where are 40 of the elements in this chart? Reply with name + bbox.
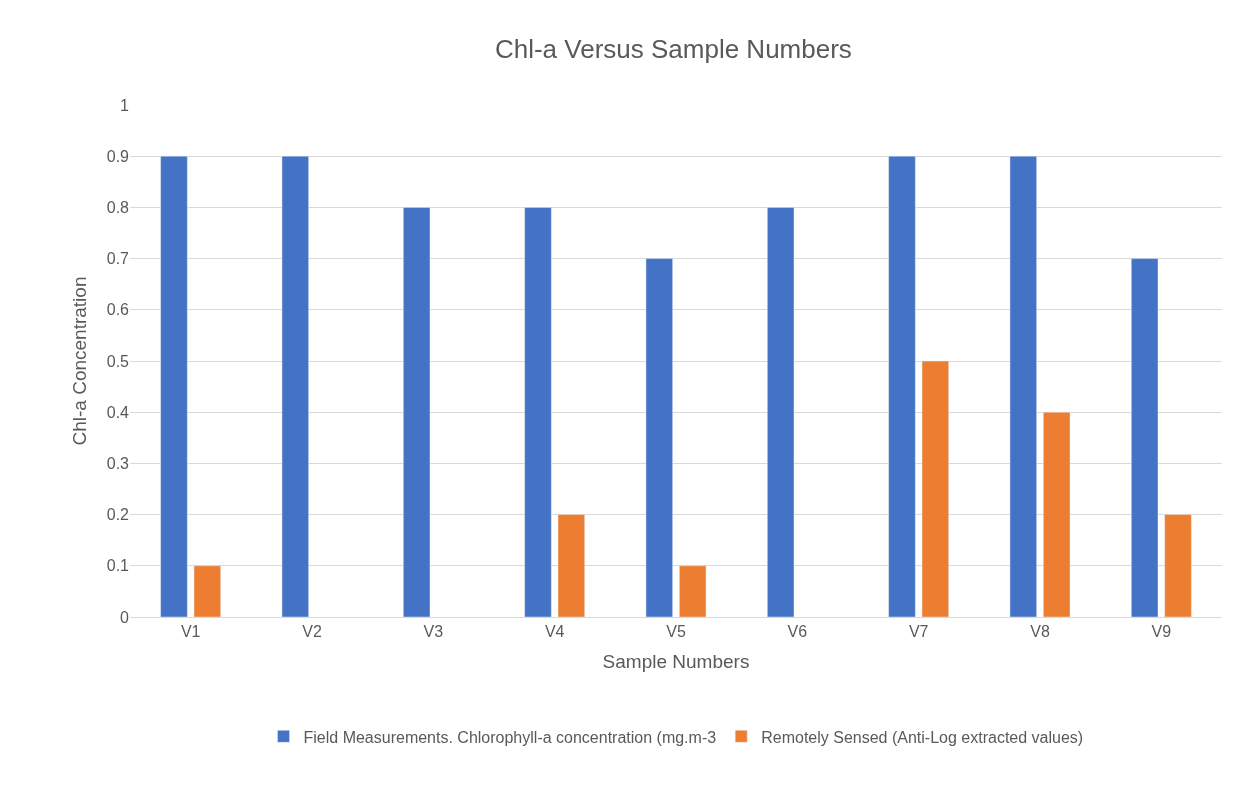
x-tick-label: V7 [908,623,929,641]
bar [524,207,552,617]
bar [1131,258,1159,617]
bar [888,155,916,617]
x-tick-label: V4 [544,623,565,641]
bar [193,565,221,617]
y-tick-label: 1 [120,96,130,114]
bar [557,514,585,617]
x-tick-label: V5 [666,623,686,641]
bar [645,258,673,617]
y-tick-label: 0.3 [106,455,130,472]
bar [281,155,309,617]
y-tick-label: 0.2 [106,506,130,524]
bar [921,360,949,617]
y-tick-label: 0.6 [106,301,130,319]
bar [403,207,431,617]
y-tick-label: 0.8 [106,199,130,216]
x-tick-label: V6 [787,623,808,641]
y-tick-label: 0.1 [106,557,130,575]
y-tick-label: 0.9 [106,147,130,165]
x-tick-label: V9 [1151,623,1172,641]
x-axis-title: Sample Numbers [602,651,750,672]
bar [160,155,188,617]
bar [679,565,707,617]
y-tick-label: 0.7 [106,250,130,268]
x-tick-label: V3 [423,623,444,641]
y-tick-label: 0.5 [106,352,130,370]
x-tick-label: V8 [1030,623,1050,641]
legend-label: Remotely Sensed (Anti-Log extracted values) [761,728,1084,746]
bar [767,207,795,617]
legend-label: Field Measurements. Chlorophyll-a concentration (mg.m-3 [303,728,717,746]
x-tick-label: V1 [180,623,201,641]
bar [1164,514,1192,617]
chart-title: Chl-a Versus Sample Numbers [494,33,852,64]
y-axis-title: Chl-a Concentration [68,276,90,446]
bar [1043,411,1071,617]
y-tick-label: 0.4 [106,403,130,421]
bar [1009,155,1037,617]
x-tick-label: V2 [302,623,322,641]
y-tick-label: 0 [120,608,130,626]
